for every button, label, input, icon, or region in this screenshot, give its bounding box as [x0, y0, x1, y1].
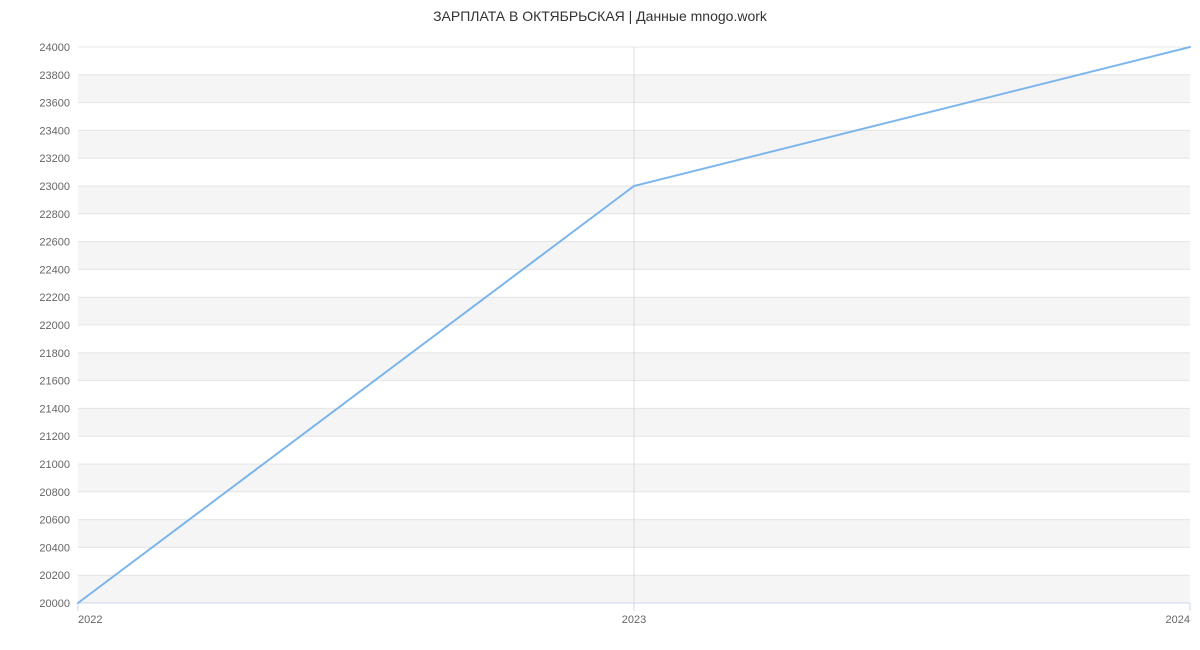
y-axis-label: 22600	[39, 237, 70, 249]
y-axis-label: 22800	[39, 209, 70, 221]
y-axis-label: 20800	[39, 487, 70, 499]
y-axis-label: 21000	[39, 459, 70, 471]
y-axis-label: 23200	[39, 153, 70, 165]
y-axis-label: 20200	[39, 570, 70, 582]
x-axis-label: 2023	[622, 614, 646, 626]
y-axis-label: 21200	[39, 431, 70, 443]
y-axis-label: 22200	[39, 292, 70, 304]
y-axis-label: 23800	[39, 70, 70, 82]
y-axis-label: 21600	[39, 376, 70, 388]
y-axis-label: 20000	[39, 598, 70, 610]
x-axis-label: 2024	[1166, 614, 1190, 626]
chart-svg: 2022 2023 2024 20000 20200 20400 20600 20800 210…	[0, 0, 1200, 650]
chart-container: ЗАРПЛАТА В ОКТЯБРЬСКАЯ | Данные mnogo.wo…	[0, 0, 1200, 650]
x-axis-label: 2022	[78, 614, 102, 626]
y-axis-label: 23400	[39, 125, 70, 137]
y-axis-label: 24000	[39, 42, 70, 54]
y-axis-label: 22000	[39, 320, 70, 332]
y-axis-label: 22400	[39, 264, 70, 276]
y-axis-label: 21800	[39, 348, 70, 360]
y-axis-label: 23000	[39, 181, 70, 193]
y-axis-label: 21400	[39, 403, 70, 415]
y-axis-label: 20600	[39, 515, 70, 527]
y-axis-label: 23600	[39, 98, 70, 110]
y-axis-label: 20400	[39, 542, 70, 554]
chart-title: ЗАРПЛАТА В ОКТЯБРЬСКАЯ | Данные mnogo.wo…	[0, 8, 1200, 24]
